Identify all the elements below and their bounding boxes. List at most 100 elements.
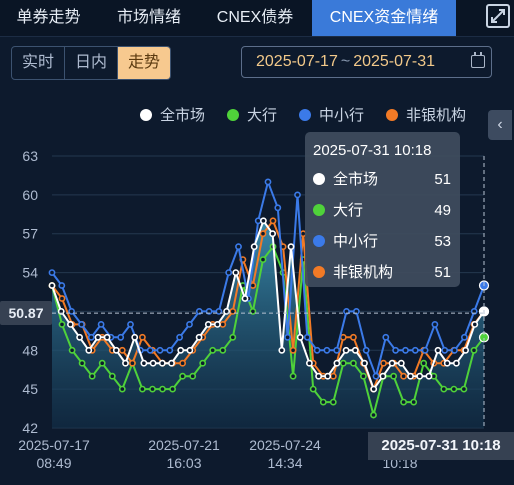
data-point[interactable] [289, 372, 297, 380]
data-point[interactable] [58, 295, 66, 302]
data-point[interactable] [68, 307, 75, 315]
data-point[interactable] [108, 372, 116, 380]
data-point[interactable] [87, 333, 95, 341]
data-point[interactable] [225, 269, 233, 276]
data-point[interactable] [149, 359, 157, 367]
data-point[interactable] [294, 191, 301, 199]
data-point[interactable] [189, 372, 197, 380]
data-point[interactable] [305, 359, 313, 367]
data-point[interactable] [362, 346, 370, 354]
data-point[interactable] [349, 359, 357, 367]
data-point[interactable] [229, 333, 237, 341]
data-point[interactable] [186, 346, 194, 354]
data-point[interactable] [166, 346, 174, 354]
data-point[interactable] [382, 333, 390, 341]
data-point[interactable] [177, 346, 185, 354]
data-point[interactable] [131, 333, 139, 341]
data-point[interactable] [471, 320, 479, 328]
data-point[interactable] [319, 398, 327, 406]
data-point[interactable] [441, 346, 449, 354]
data-point[interactable] [470, 346, 478, 354]
data-point[interactable] [359, 372, 367, 380]
data-point[interactable] [287, 243, 295, 251]
data-point[interactable] [324, 372, 332, 380]
data-point[interactable] [138, 333, 146, 341]
data-point[interactable] [323, 346, 331, 354]
data-point[interactable] [269, 230, 276, 238]
data-point[interactable] [88, 372, 96, 380]
mode-realtime-button[interactable]: 实时 [12, 47, 65, 79]
data-point[interactable] [462, 346, 469, 354]
data-point[interactable] [397, 359, 405, 367]
data-point[interactable] [85, 346, 93, 354]
data-point[interactable] [296, 333, 304, 341]
data-point[interactable] [400, 372, 407, 380]
data-point[interactable] [219, 320, 227, 328]
data-point[interactable] [138, 385, 146, 393]
legend-item-non-bank[interactable]: 非银机构 [386, 104, 466, 125]
data-point[interactable] [58, 282, 66, 289]
data-point[interactable] [158, 359, 166, 367]
data-point[interactable] [333, 359, 341, 367]
data-point[interactable] [278, 346, 286, 354]
data-point[interactable] [146, 346, 154, 354]
data-point[interactable] [112, 346, 120, 354]
data-point[interactable] [379, 372, 387, 380]
data-point[interactable] [450, 385, 458, 393]
data-point[interactable] [309, 385, 317, 393]
data-point[interactable] [370, 411, 377, 419]
data-point[interactable] [118, 346, 126, 354]
data-point[interactable] [421, 346, 429, 354]
data-point[interactable] [339, 333, 347, 341]
data-point[interactable] [407, 372, 414, 380]
data-point[interactable] [195, 333, 203, 341]
expand-icon[interactable] [486, 4, 510, 28]
data-point[interactable] [380, 359, 387, 367]
data-point[interactable] [103, 333, 111, 341]
data-point[interactable] [48, 282, 56, 289]
data-point[interactable] [232, 269, 240, 276]
data-point[interactable] [274, 204, 282, 212]
data-point[interactable] [460, 385, 468, 393]
data-point[interactable] [443, 359, 451, 367]
data-point[interactable] [199, 359, 207, 367]
data-point[interactable] [78, 320, 85, 328]
data-point[interactable] [149, 385, 156, 393]
data-point[interactable] [156, 346, 164, 354]
data-point[interactable] [372, 372, 380, 380]
calendar-icon[interactable] [471, 52, 485, 68]
mode-intraday-button[interactable]: 日内 [65, 47, 118, 79]
data-point[interactable] [68, 346, 76, 354]
data-point[interactable] [434, 346, 442, 354]
data-point[interactable] [235, 243, 242, 251]
data-point[interactable] [289, 346, 297, 354]
data-point[interactable] [176, 333, 183, 341]
data-point[interactable] [209, 346, 217, 354]
data-point[interactable] [329, 372, 337, 380]
data-point[interactable] [250, 243, 258, 251]
data-point[interactable] [259, 217, 267, 225]
data-point[interactable] [117, 333, 125, 341]
data-point[interactable] [259, 230, 267, 238]
data-point[interactable] [313, 346, 321, 354]
data-point[interactable] [451, 346, 458, 354]
data-point[interactable] [169, 385, 176, 393]
data-point[interactable] [425, 372, 433, 380]
data-point[interactable] [420, 359, 428, 367]
data-point[interactable] [179, 372, 186, 380]
legend-item-small-mid-banks[interactable]: 中小行 [299, 104, 364, 125]
tab-cnex-bonds[interactable]: CNEX债券 [216, 9, 294, 26]
data-point[interactable] [460, 333, 468, 341]
data-point[interactable] [241, 295, 249, 302]
data-point[interactable] [392, 346, 399, 354]
data-point[interactable] [342, 346, 350, 354]
mode-trend-button[interactable]: 走势 [118, 47, 170, 79]
data-point[interactable] [329, 398, 337, 406]
data-point[interactable] [159, 385, 166, 393]
data-point[interactable] [97, 320, 105, 328]
data-point[interactable] [186, 320, 193, 328]
data-point[interactable] [440, 385, 448, 393]
data-point[interactable] [78, 359, 86, 367]
data-point[interactable] [284, 333, 291, 341]
data-point[interactable] [269, 217, 277, 225]
